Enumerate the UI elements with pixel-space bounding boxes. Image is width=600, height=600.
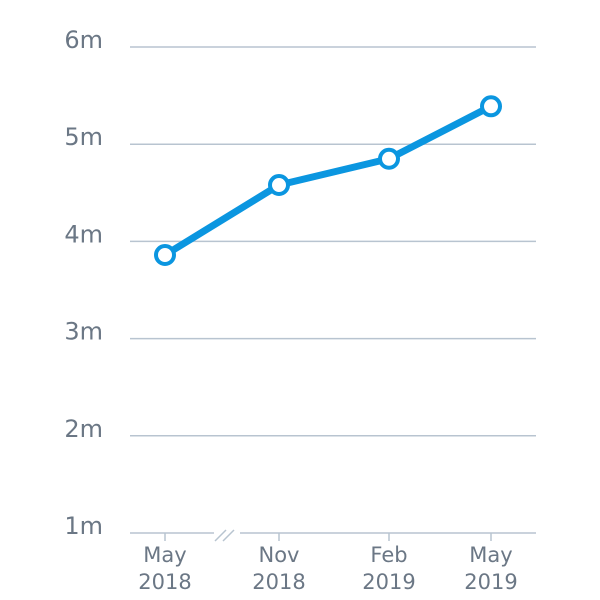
x-tick-line: 2018 <box>138 570 191 594</box>
break-gap <box>214 528 240 542</box>
x-tick-line: May <box>143 543 186 567</box>
y-tick-label: 2m <box>64 415 103 443</box>
x-tick-label: Nov 2018 <box>252 543 305 594</box>
break-mark <box>222 529 235 542</box>
x-tick-label: May 2018 <box>138 543 191 594</box>
break-mark <box>214 529 227 542</box>
x-tick-line: 2019 <box>362 570 415 594</box>
point <box>268 174 290 197</box>
y-tick-label: 1m <box>64 512 103 540</box>
x-tick-line: May <box>469 543 512 567</box>
series-line <box>163 103 493 258</box>
point <box>154 244 176 267</box>
x-tick-line: Feb <box>370 543 407 567</box>
x-tick-line: Nov <box>259 543 300 567</box>
point <box>480 95 502 118</box>
x-tick-line: 2018 <box>252 570 305 594</box>
x-tick-label: May 2019 <box>464 543 517 594</box>
y-tick-label: 3m <box>64 318 103 346</box>
axis-break <box>214 528 240 542</box>
x-tick-line: 2019 <box>464 570 517 594</box>
x-tick-label: Feb 2019 <box>362 543 415 594</box>
y-tick-label: 5m <box>64 123 103 151</box>
y-tick-label: 6m <box>64 26 103 54</box>
y-tick-label: 4m <box>64 220 103 248</box>
point <box>378 147 400 170</box>
